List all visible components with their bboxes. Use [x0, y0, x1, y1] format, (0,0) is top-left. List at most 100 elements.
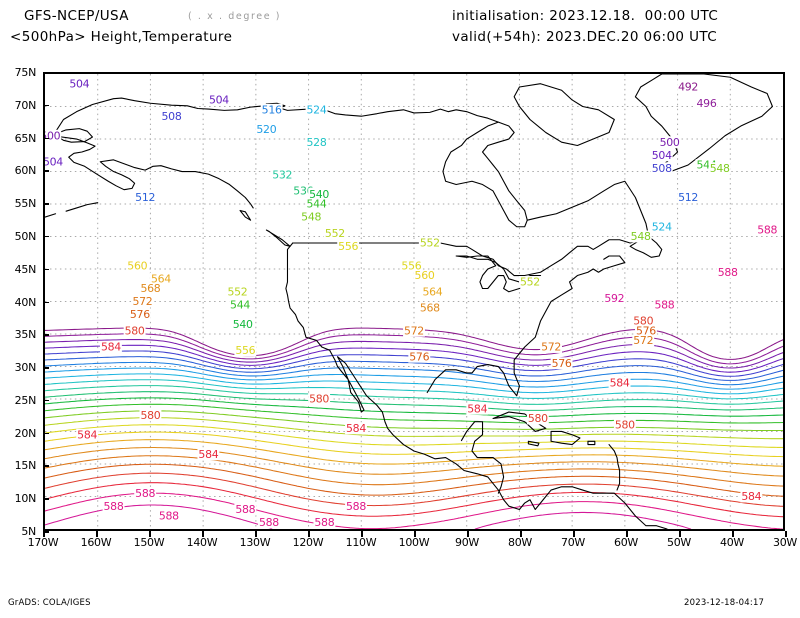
svg-text:572: 572	[404, 324, 424, 337]
svg-text:576: 576	[130, 308, 150, 321]
lat-tick-mark	[43, 170, 49, 172]
lat-tick-label: 60N	[14, 164, 37, 178]
lon-tick-label: 150W	[133, 536, 165, 549]
svg-text:584: 584	[741, 490, 761, 503]
svg-text:508: 508	[652, 162, 672, 175]
lat-tick-mark	[43, 531, 49, 533]
svg-text:588: 588	[314, 516, 334, 529]
svg-text:564: 564	[423, 285, 443, 298]
lon-tick-mark	[308, 531, 310, 537]
lat-tick-mark	[43, 334, 49, 336]
lon-tick-label: 170W	[27, 536, 59, 549]
lon-tick-label: 100W	[398, 536, 430, 549]
svg-text:552: 552	[325, 227, 345, 240]
lon-tick-label: 60W	[614, 536, 638, 549]
lat-tick-label: 5N	[21, 525, 36, 538]
svg-text:524: 524	[652, 220, 672, 233]
svg-text:540: 540	[309, 188, 329, 201]
lon-tick-mark	[626, 531, 628, 537]
lat-tick-mark	[43, 104, 49, 107]
lon-tick-label: 30W	[773, 536, 797, 549]
lon-tick-mark	[732, 531, 734, 537]
lon-tick-label: 70W	[561, 536, 585, 549]
coastline-layer	[45, 74, 774, 529]
svg-text:592: 592	[604, 292, 624, 305]
svg-text:584: 584	[101, 341, 121, 354]
svg-text:580: 580	[140, 409, 160, 422]
svg-text:580: 580	[528, 412, 548, 425]
lat-tick-mark	[43, 301, 49, 303]
lon-tick-mark	[520, 531, 522, 537]
lon-tick-label: 80W	[508, 536, 532, 549]
svg-text:560: 560	[415, 269, 435, 282]
generation-timestamp: 2023-12-18-04:17	[684, 598, 765, 608]
lon-tick-label: 40W	[720, 536, 744, 549]
svg-text:584: 584	[346, 422, 366, 435]
level-field-title: <500hPa> Height,Temperature	[10, 29, 233, 45]
lat-tick-mark	[43, 72, 49, 74]
svg-text:524: 524	[307, 103, 327, 116]
svg-text:584: 584	[77, 428, 97, 441]
svg-text:576: 576	[636, 324, 656, 337]
svg-text:520: 520	[256, 123, 276, 136]
svg-text:580: 580	[615, 419, 635, 432]
lat-tick-label: 25N	[14, 393, 37, 407]
svg-text:584: 584	[467, 402, 487, 415]
lon-tick-mark	[361, 531, 363, 537]
lat-tick-label: 15N	[14, 459, 37, 473]
svg-text:588: 588	[104, 500, 124, 513]
svg-text:504: 504	[45, 155, 63, 168]
svg-text:544: 544	[307, 198, 327, 211]
svg-text:572: 572	[541, 341, 561, 354]
lon-tick-mark	[679, 531, 681, 537]
contour-label-layer: 5045005045045085125165205245285325365405…	[45, 77, 779, 529]
lon-tick-label: 130W	[239, 536, 271, 549]
lat-tick-mark	[43, 465, 49, 467]
svg-text:552: 552	[420, 237, 440, 250]
grads-credit: GrADS: COLA/IGES	[8, 598, 91, 608]
svg-text:548: 548	[631, 230, 651, 243]
lon-tick-label: 90W	[455, 536, 479, 549]
lat-tick-label: 65N	[14, 131, 37, 145]
svg-text:584: 584	[610, 376, 630, 389]
svg-text:508: 508	[162, 110, 182, 123]
svg-text:588: 588	[654, 298, 674, 311]
svg-text:556: 556	[401, 259, 421, 272]
lon-tick-mark	[43, 531, 45, 537]
lon-tick-label: 120W	[292, 536, 324, 549]
svg-text:588: 588	[718, 266, 738, 279]
svg-text:588: 588	[259, 516, 279, 529]
svg-text:492: 492	[678, 81, 698, 94]
svg-text:576: 576	[409, 350, 429, 363]
lon-tick-mark	[255, 531, 257, 537]
lon-tick-label: 160W	[80, 536, 112, 549]
map-canvas: 5045005045045085125165205245285325365405…	[45, 74, 783, 529]
lat-tick-label: 35N	[14, 328, 37, 342]
svg-text:512: 512	[678, 191, 698, 204]
lat-tick-mark	[43, 268, 49, 271]
lat-tick-label: 20N	[14, 426, 37, 440]
lat-tick-label: 45N	[14, 262, 37, 276]
svg-text:504: 504	[652, 149, 672, 162]
lat-tick-mark	[43, 203, 49, 205]
svg-text:584: 584	[198, 448, 218, 461]
lon-tick-label: 110W	[345, 536, 377, 549]
lat-tick-mark	[43, 367, 49, 369]
svg-text:500: 500	[660, 136, 680, 149]
svg-text:568: 568	[420, 302, 440, 315]
svg-text:540: 540	[233, 318, 253, 331]
svg-text:564: 564	[151, 272, 171, 285]
svg-text:552: 552	[227, 285, 247, 298]
svg-text:556: 556	[338, 240, 358, 253]
svg-text:572: 572	[132, 295, 152, 308]
lat-tick-mark	[43, 137, 49, 140]
svg-text:552: 552	[520, 276, 540, 289]
lon-tick-mark	[149, 531, 151, 537]
lat-tick-label: 75N	[14, 66, 37, 79]
contour-layer	[45, 327, 783, 529]
svg-text:568: 568	[140, 282, 160, 295]
lon-tick-mark	[467, 531, 469, 537]
svg-text:516: 516	[262, 103, 282, 116]
lon-tick-mark	[202, 531, 204, 537]
